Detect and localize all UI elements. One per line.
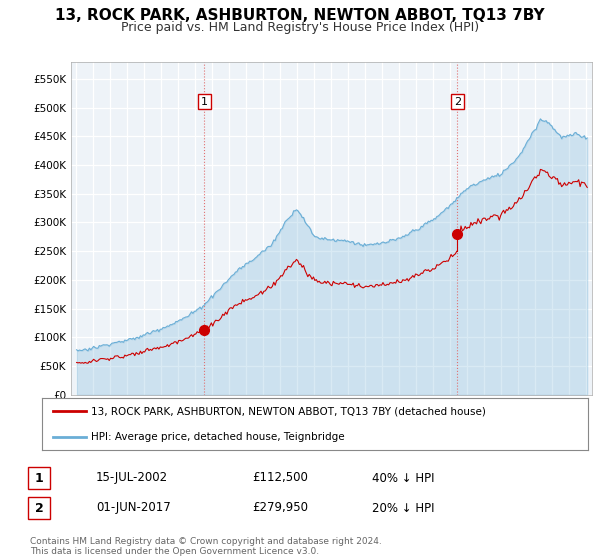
Text: 40% ↓ HPI: 40% ↓ HPI	[372, 472, 434, 484]
Text: 1: 1	[201, 96, 208, 106]
Text: 15-JUL-2002: 15-JUL-2002	[96, 472, 168, 484]
Text: 13, ROCK PARK, ASHBURTON, NEWTON ABBOT, TQ13 7BY: 13, ROCK PARK, ASHBURTON, NEWTON ABBOT, …	[55, 8, 545, 24]
Text: £279,950: £279,950	[252, 502, 308, 515]
Text: 1: 1	[35, 472, 43, 484]
Text: Price paid vs. HM Land Registry's House Price Index (HPI): Price paid vs. HM Land Registry's House …	[121, 21, 479, 34]
Text: 13, ROCK PARK, ASHBURTON, NEWTON ABBOT, TQ13 7BY (detached house): 13, ROCK PARK, ASHBURTON, NEWTON ABBOT, …	[91, 406, 486, 416]
Text: 2: 2	[454, 96, 461, 106]
Text: 20% ↓ HPI: 20% ↓ HPI	[372, 502, 434, 515]
Text: 2: 2	[35, 502, 43, 515]
Text: 01-JUN-2017: 01-JUN-2017	[96, 502, 171, 515]
Text: HPI: Average price, detached house, Teignbridge: HPI: Average price, detached house, Teig…	[91, 432, 345, 442]
Text: Contains HM Land Registry data © Crown copyright and database right 2024.
This d: Contains HM Land Registry data © Crown c…	[30, 536, 382, 556]
Text: £112,500: £112,500	[252, 472, 308, 484]
